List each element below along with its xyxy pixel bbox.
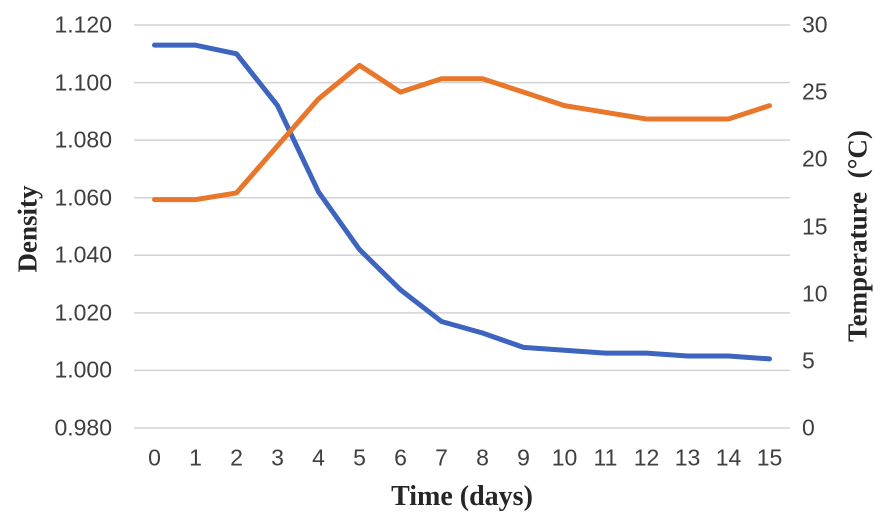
y-left-tick-label: 1.000 <box>54 356 112 383</box>
x-tick-label: 15 <box>756 444 783 471</box>
y-left-tick-label: 1.080 <box>54 126 112 153</box>
x-tick-label: 11 <box>593 444 618 471</box>
y-left-tick-label: 0.980 <box>54 414 112 441</box>
y-left-tick-label: 1.060 <box>54 184 112 211</box>
x-tick-label: 14 <box>715 444 742 471</box>
x-tick-label: 0 <box>148 444 161 471</box>
y-axis-title-right: Temperature (°C) <box>842 130 873 342</box>
y-right-tick-label: 5 <box>802 347 815 374</box>
x-tick-label: 8 <box>476 444 489 471</box>
x-tick-label: 1 <box>189 444 202 471</box>
x-axis-title: Time (days) <box>391 481 533 512</box>
y-left-tick-label: 1.040 <box>54 241 112 268</box>
series-line-temperature <box>152 62 772 203</box>
y-right-tick-label: 30 <box>802 11 828 38</box>
y-right-tick-label: 20 <box>802 145 828 172</box>
y-left-tick-label: 1.020 <box>54 299 112 326</box>
y-right-tick-label: 10 <box>802 280 828 307</box>
y-axis-title-left: Density <box>12 185 43 273</box>
y-right-tick-label: 25 <box>802 78 828 105</box>
x-tick-label: 10 <box>551 444 578 471</box>
y-right-tick-label: 15 <box>802 213 828 239</box>
x-tick-label: 2 <box>230 444 243 471</box>
x-tick-label: 7 <box>435 444 448 471</box>
x-tick-label: 12 <box>633 444 660 471</box>
x-tick-label: 6 <box>394 444 407 471</box>
x-tick-label: 4 <box>312 444 325 471</box>
x-tick-label: 9 <box>517 444 530 471</box>
y-left-tick-label: 1.120 <box>54 11 112 38</box>
y-left-tick-label: 1.100 <box>54 69 112 96</box>
x-tick-label: 13 <box>674 444 701 471</box>
y-right-tick-label: 0 <box>802 414 815 441</box>
x-tick-label: 5 <box>353 444 366 471</box>
x-tick-label: 3 <box>271 444 284 471</box>
series-line-density <box>152 42 772 362</box>
